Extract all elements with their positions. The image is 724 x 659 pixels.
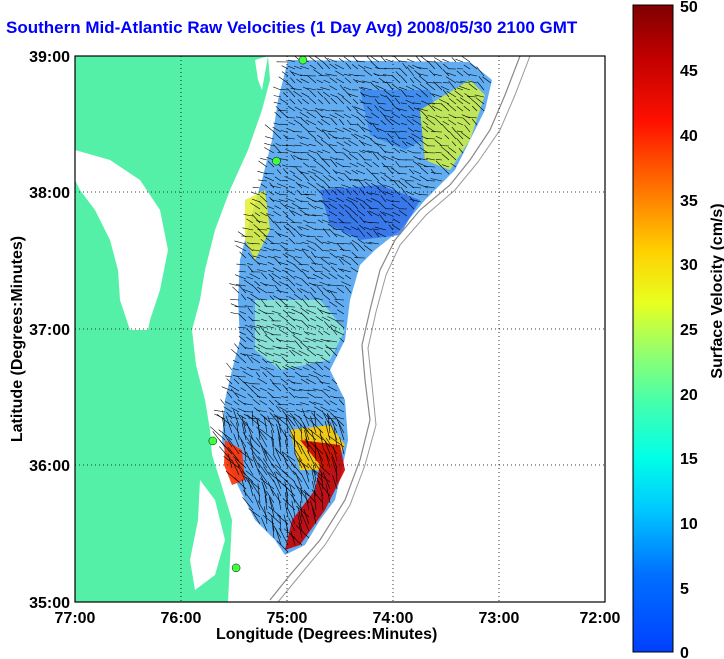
x-tick-label: 72:00 (580, 610, 621, 627)
radar-station-marker (231, 563, 241, 573)
colorbar-tick-label: 0 (680, 645, 689, 659)
colorbar-tick-label: 50 (680, 0, 698, 16)
x-tick-label: 77:00 (55, 610, 96, 627)
velocity-low-zone-north (360, 90, 440, 150)
colorbar-tick-label: 5 (680, 581, 689, 598)
colorbar-tick-label: 20 (680, 387, 698, 404)
radar-station-marker (272, 156, 281, 166)
x-tick-label: 74:00 (373, 610, 414, 627)
isobath-line (269, 56, 521, 601)
radar-station-marker (298, 56, 308, 65)
x-axis-ticks: 77:00 76:00 75:00 74:00 73:00 72:00 (55, 610, 621, 627)
isobath-line (277, 56, 531, 602)
velocity-low-zone (320, 185, 420, 240)
hf-radar-stations (208, 56, 308, 573)
colorbar-tick-label: 25 (680, 322, 698, 339)
x-axis-label: Longitude (Degrees:Minutes) (216, 626, 438, 643)
colorbar-tick-label: 35 (680, 193, 698, 210)
velocity-field (222, 60, 492, 555)
y-axis-label: Latitude (Degrees:Minutes) (9, 235, 26, 443)
map-grid (75, 56, 605, 602)
velocity-high-zone-ne (420, 80, 485, 170)
x-tick-label: 76:00 (161, 610, 202, 627)
delmarva-water (255, 56, 268, 90)
y-tick-label: 35:00 (29, 595, 70, 612)
x-tick-label: 73:00 (479, 610, 520, 627)
map-title: Southern Mid-Atlantic Raw Velocities (1 … (6, 18, 578, 37)
radar-station-marker (208, 436, 218, 446)
y-tick-label: 37:00 (29, 322, 70, 339)
y-tick-label: 38:00 (29, 185, 70, 202)
x-tick-label: 75:00 (267, 610, 308, 627)
colorbar-tick-label: 40 (680, 128, 698, 145)
colorbar-tick-label: 15 (680, 451, 698, 468)
colorbar-tick-label: 10 (680, 516, 698, 533)
y-tick-label: 36:00 (29, 458, 70, 475)
colorbar-label: Surface Velocity (cm/s) (709, 203, 724, 379)
y-axis-ticks: 39:00 38:00 37:00 36:00 35:00 (29, 49, 70, 612)
colorbar-ticks: 0 5 10 15 20 25 30 35 40 45 50 (680, 0, 698, 659)
colorbar-tick-label: 45 (680, 63, 698, 80)
velocity-high-zone-delaware (245, 190, 270, 260)
pamlico-sound (190, 480, 225, 590)
y-tick-label: 39:00 (29, 49, 70, 66)
chesapeake-bay (75, 150, 168, 330)
plot-frame (74, 55, 606, 603)
colorbar (632, 4, 674, 653)
colorbar-tick-label: 30 (680, 257, 698, 274)
current-arrows (210, 56, 492, 553)
